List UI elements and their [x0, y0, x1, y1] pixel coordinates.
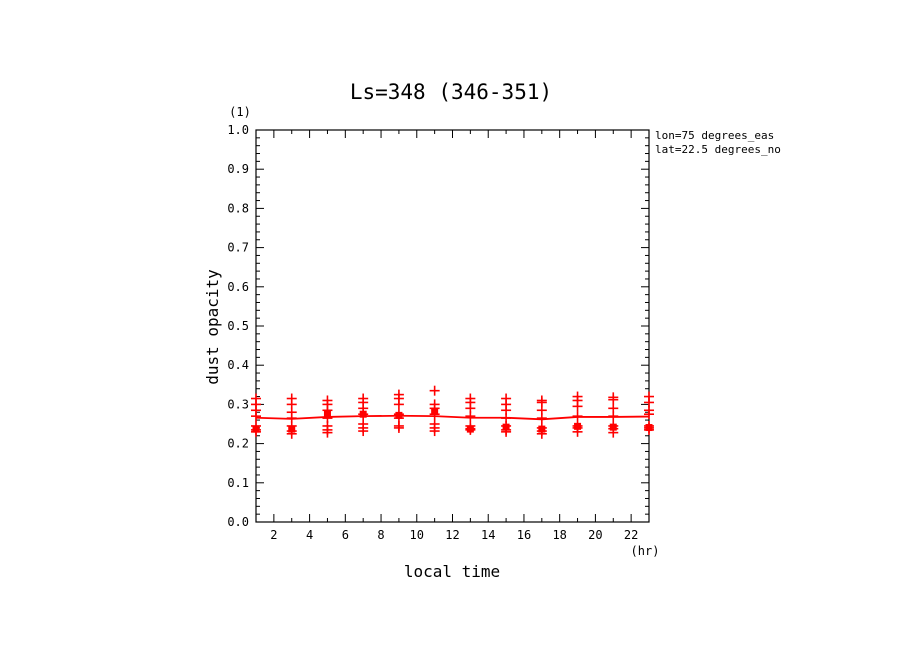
- x-tick-label: 6: [342, 528, 349, 542]
- sample-point: [536, 413, 547, 424]
- x-tick-label: 8: [377, 528, 384, 542]
- x-tick-label: 20: [588, 528, 602, 542]
- square-point: [538, 425, 546, 433]
- lat-annotation: lat=22.5 degrees_no: [655, 143, 781, 156]
- sample-point: [572, 411, 583, 422]
- sample-point: [608, 411, 619, 422]
- x-tick-labels: 2 4 6 8 10 12 14 16 18 20 22: [270, 528, 638, 542]
- sample-point: [322, 427, 333, 438]
- sample-point: [465, 411, 476, 422]
- y-tick-label: 0.8: [227, 201, 249, 215]
- sample-point: [429, 426, 440, 437]
- x-tick-label: 22: [624, 528, 638, 542]
- y-tick-label: 0.7: [227, 241, 249, 255]
- y-tick-labels: 0.0 0.1 0.2 0.3 0.4 0.5 0.6 0.7 0.8 0.9 1.0: [227, 123, 249, 529]
- sample-point: [608, 394, 619, 405]
- mean-series-line: [255, 414, 650, 421]
- y-tick-label: 1.0: [227, 123, 249, 137]
- lon-annotation: lon=75 degrees_eas: [655, 129, 774, 142]
- x-unit-label: (hr): [631, 544, 660, 558]
- sample-point: [393, 399, 404, 410]
- y-tick-label: 0.6: [227, 280, 249, 294]
- square-point: [645, 424, 653, 432]
- sample-point: [644, 409, 654, 420]
- square-point: [609, 423, 617, 431]
- sample-point: [251, 411, 261, 422]
- square-point: [574, 422, 582, 430]
- sample-point: [393, 422, 404, 433]
- x-tick-label: 12: [445, 528, 459, 542]
- x-tick-label: 2: [270, 528, 277, 542]
- x-tick-label: 10: [410, 528, 424, 542]
- y-tick-label: 0.3: [227, 397, 249, 411]
- x-tick-label: 14: [481, 528, 495, 542]
- plot-frame: [255, 129, 650, 523]
- y-tick-label: 0.5: [227, 319, 249, 333]
- square-point: [323, 410, 331, 418]
- y-tick-label: 0.4: [227, 358, 249, 372]
- y-unit-label: (1): [229, 105, 251, 119]
- x-tick-label: 18: [552, 528, 566, 542]
- x-tick-label: 16: [517, 528, 531, 542]
- sample-point: [358, 426, 369, 437]
- square-point: [502, 423, 510, 431]
- square-point: [395, 411, 403, 419]
- square-point: [288, 425, 296, 433]
- data-marks: [251, 385, 654, 439]
- axis-ticks: [255, 129, 650, 523]
- chart-title: Ls=348 (346-351): [350, 80, 552, 104]
- y-axis-label: dust opacity: [203, 269, 222, 385]
- square-point: [431, 407, 439, 415]
- sample-point: [572, 401, 583, 412]
- y-tick-label: 0.9: [227, 162, 249, 176]
- sample-point: [429, 385, 440, 396]
- y-tick-label: 0.1: [227, 476, 249, 490]
- x-axis-label: local time: [404, 562, 500, 581]
- square-point: [252, 425, 260, 433]
- x-tick-label: 4: [306, 528, 313, 542]
- square-point: [466, 425, 474, 433]
- square-point: [359, 410, 367, 418]
- y-tick-label: 0.2: [227, 437, 249, 451]
- y-tick-label: 0.0: [227, 515, 249, 529]
